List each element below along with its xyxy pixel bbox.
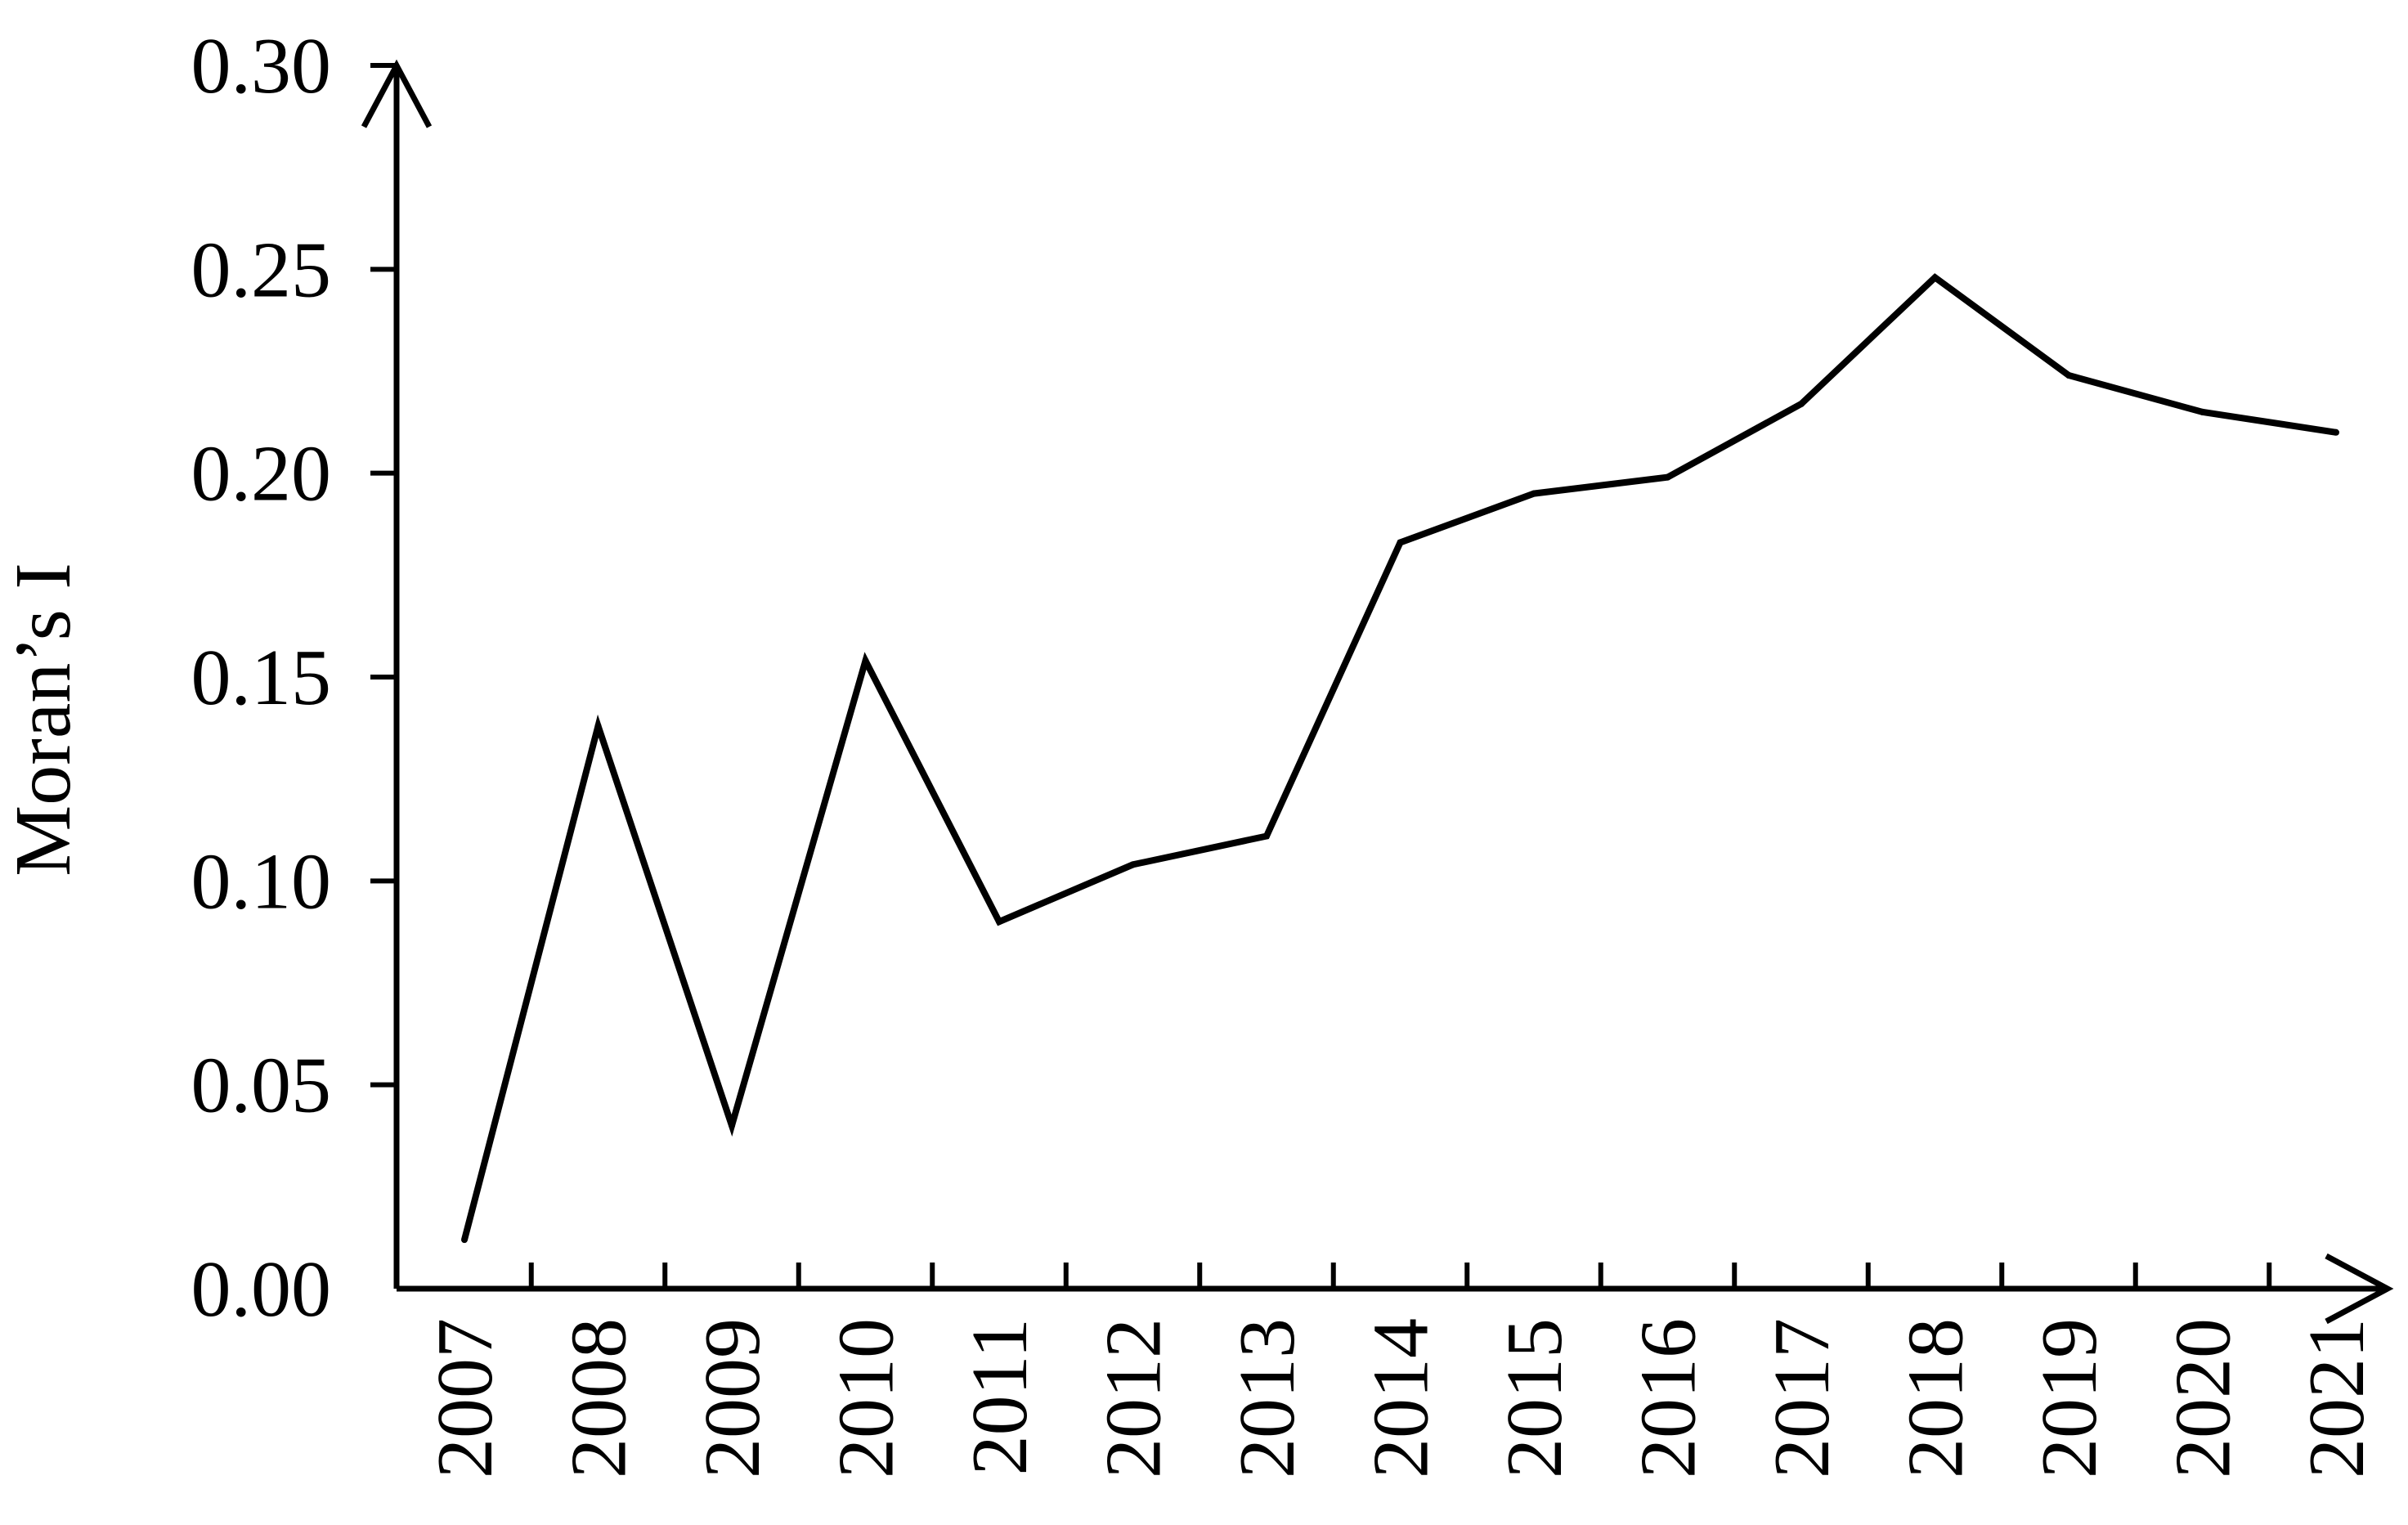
x-tick-label: 2015 <box>1491 1318 1579 1478</box>
y-tick-label: 0.20 <box>191 430 332 518</box>
y-tick-label: 0.30 <box>191 22 332 110</box>
data-point <box>996 918 1002 926</box>
data-point <box>2199 408 2206 415</box>
x-tick-label: 2011 <box>956 1318 1044 1475</box>
x-tick-label: 2009 <box>688 1318 777 1478</box>
y-tick-label: 0.00 <box>191 1245 332 1334</box>
y-tick-label: 0.10 <box>191 837 332 926</box>
data-point <box>594 722 602 729</box>
y-axis-title: Moran’s I <box>0 563 87 877</box>
y-tick-label: 0.25 <box>191 226 332 314</box>
data-point <box>1129 861 1137 868</box>
data-point <box>1531 490 1537 497</box>
data-point <box>1798 400 1805 407</box>
data-point <box>1263 832 1270 840</box>
x-tick-label: 2010 <box>823 1318 911 1478</box>
x-axis-arrowhead <box>2325 1253 2394 1325</box>
data-point <box>1397 539 1404 546</box>
y-axis-ticks: 0.00 0.05 0.10 0.15 0.20 0.25 0.30 <box>191 22 397 1334</box>
x-tick-label: 2018 <box>1892 1318 1980 1478</box>
y-axis-arrowhead <box>361 59 433 128</box>
x-axis-ticks: 2007 2008 2009 2010 2011 2012 2013 2014 2015 2016… <box>421 1263 2381 1478</box>
data-point <box>2065 371 2072 379</box>
y-tick-label: 0.05 <box>191 1042 332 1130</box>
x-tick-label: 2012 <box>1090 1318 1178 1478</box>
x-tick-label: 2008 <box>555 1318 643 1478</box>
y-tick-label: 0.15 <box>191 634 332 722</box>
x-tick-label: 2016 <box>1625 1318 1713 1478</box>
data-point <box>461 1236 468 1244</box>
x-tick-label: 2020 <box>2159 1318 2248 1478</box>
series-line <box>461 273 2337 1241</box>
data-point <box>862 657 869 665</box>
x-tick-label: 2017 <box>1758 1318 1846 1478</box>
data-point <box>2333 428 2339 436</box>
series-layer <box>461 273 2339 1244</box>
x-tick-label: 2021 <box>2293 1318 2381 1478</box>
data-point <box>729 1122 735 1129</box>
x-tick-label: 2013 <box>1223 1318 1312 1478</box>
x-tick-label: 2019 <box>2025 1318 2114 1478</box>
x-tick-label: 2007 <box>421 1318 509 1478</box>
data-point <box>1931 274 1939 281</box>
x-tick-label: 2014 <box>1357 1318 1446 1478</box>
data-point <box>1664 473 1671 481</box>
